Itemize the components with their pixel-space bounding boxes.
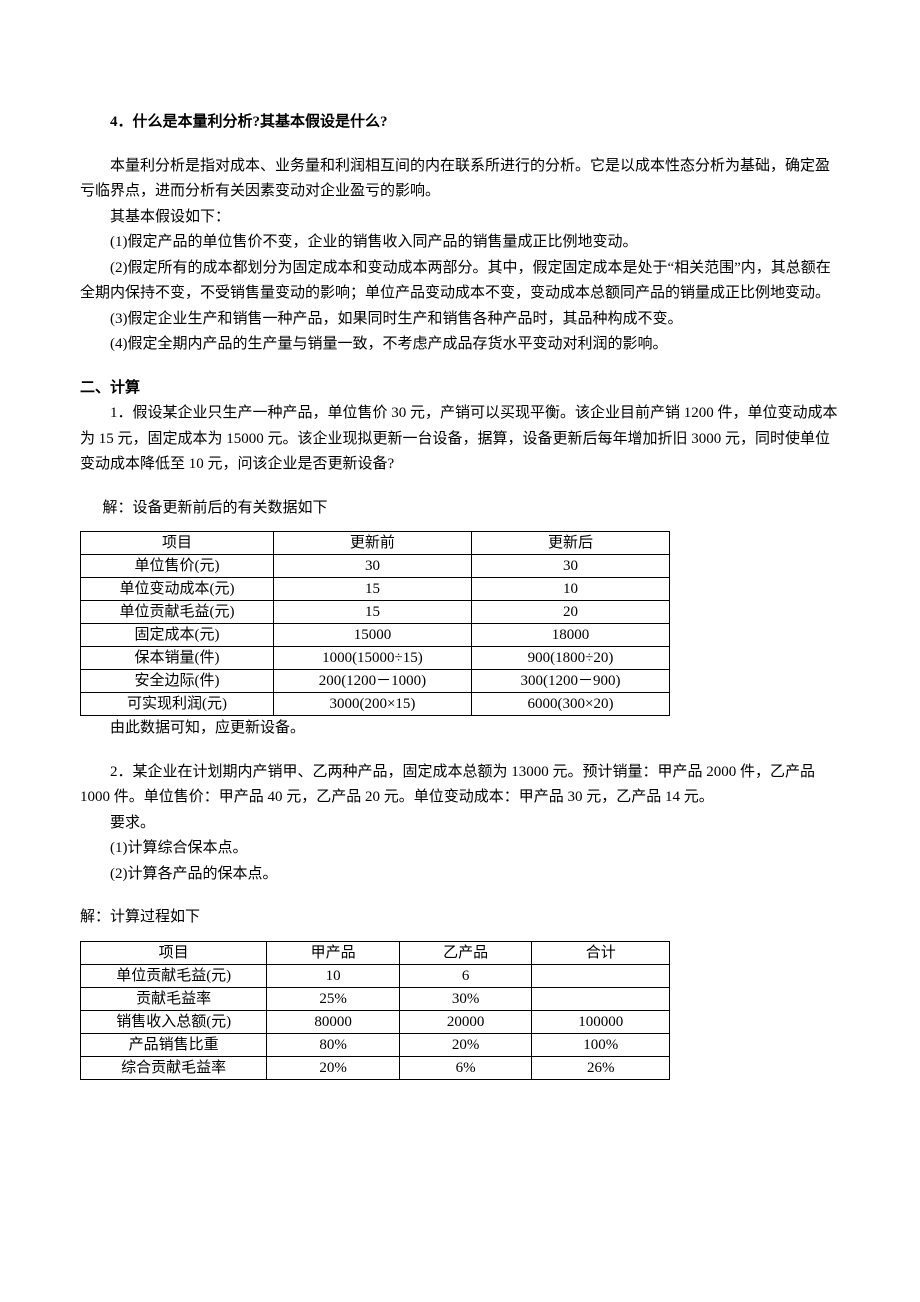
table2-h3: 合计 xyxy=(532,941,670,964)
table-row: 销售收入总额(元)8000020000100000 xyxy=(81,1010,670,1033)
table2-h1: 甲产品 xyxy=(267,941,400,964)
table2: 项目 甲产品 乙产品 合计 单位贡献毛益(元)106 贡献毛益率25%30% 销… xyxy=(80,941,670,1080)
table-row: 项目 甲产品 乙产品 合计 xyxy=(81,941,670,964)
table1-conclusion: 由此数据可知，应更新设备。 xyxy=(80,716,840,742)
table-row: 产品销售比重80%20%100% xyxy=(81,1033,670,1056)
q4-para2: 其基本假设如下： xyxy=(80,205,840,231)
problem2-text: 2．某企业在计划期内产销甲、乙两种产品，固定成本总额为 13000 元。预计销量… xyxy=(80,760,840,811)
q4-title: 4．什么是本量利分析?其基本假设是什么? xyxy=(80,110,840,136)
table1-h2: 更新后 xyxy=(471,532,669,555)
table2-h0: 项目 xyxy=(81,941,267,964)
table-row: 综合贡献毛益率20%6%26% xyxy=(81,1056,670,1079)
solution2-heading: 解：计算过程如下 xyxy=(80,905,840,931)
problem2-req1: (1)计算综合保本点。 xyxy=(80,836,840,862)
q4-assumption4: (4)假定全期内产品的生产量与销量一致，不考虑产成品存货水平变动对利润的影响。 xyxy=(80,332,840,358)
document-page: 4．什么是本量利分析?其基本假设是什么? 本量利分析是指对成本、业务量和利润相互… xyxy=(0,0,920,1302)
table-row: 单位变动成本(元)1510 xyxy=(81,578,670,601)
table-row: 安全边际(件)200(1200－1000)300(1200－900) xyxy=(81,670,670,693)
table-row: 项目 更新前 更新后 xyxy=(81,532,670,555)
problem2-req2: (2)计算各产品的保本点。 xyxy=(80,862,840,888)
table-row: 单位贡献毛益(元)1520 xyxy=(81,601,670,624)
table1-h1: 更新前 xyxy=(273,532,471,555)
solution1-heading: 解：设备更新前后的有关数据如下 xyxy=(80,496,840,522)
q4-assumption3: (3)假定企业生产和销售一种产品，如果同时生产和销售各种产品时，其品种构成不变。 xyxy=(80,307,840,333)
table-row: 保本销量(件)1000(15000÷15)900(1800÷20) xyxy=(81,647,670,670)
table-row: 单位售价(元)3030 xyxy=(81,555,670,578)
section2-heading: 二、计算 xyxy=(80,376,840,402)
q4-para1: 本量利分析是指对成本、业务量和利润相互间的内在联系所进行的分析。它是以成本性态分… xyxy=(80,154,840,205)
table2-h2: 乙产品 xyxy=(399,941,532,964)
table-row: 可实现利润(元)3000(200×15)6000(300×20) xyxy=(81,693,670,716)
q4-assumption1: (1)假定产品的单位售价不变，企业的销售收入同产品的销售量成正比例地变动。 xyxy=(80,230,840,256)
table-row: 单位贡献毛益(元)106 xyxy=(81,964,670,987)
table-row: 贡献毛益率25%30% xyxy=(81,987,670,1010)
table1: 项目 更新前 更新后 单位售价(元)3030 单位变动成本(元)1510 单位贡… xyxy=(80,531,670,716)
problem1-text: 1．假设某企业只生产一种产品，单位售价 30 元，产销可以买现平衡。该企业目前产… xyxy=(80,401,840,478)
q4-assumption2: (2)假定所有的成本都划分为固定成本和变动成本两部分。其中，假定固定成本是处于“… xyxy=(80,256,840,307)
table-row: 固定成本(元)1500018000 xyxy=(81,624,670,647)
table1-h0: 项目 xyxy=(81,532,274,555)
problem2-req: 要求。 xyxy=(80,811,840,837)
